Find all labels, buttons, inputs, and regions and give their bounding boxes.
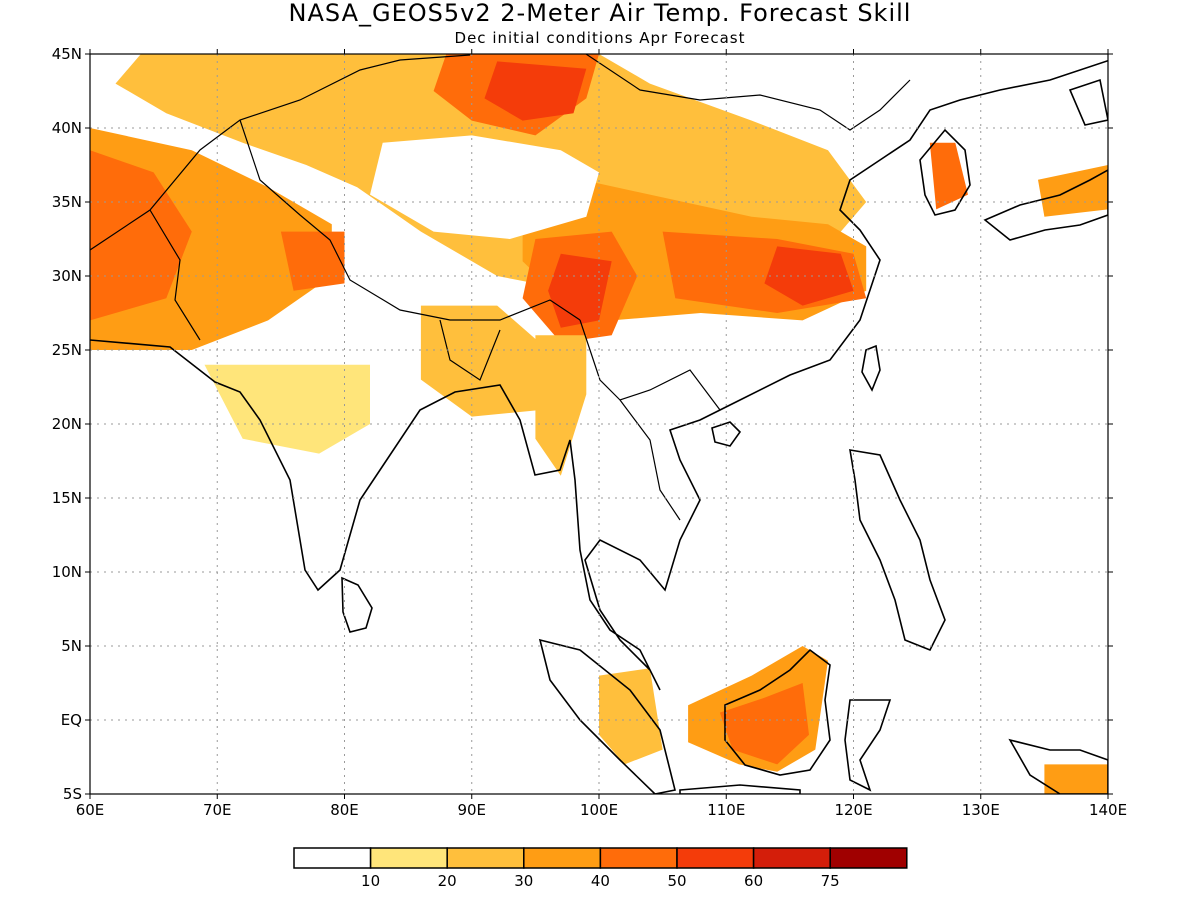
legend-swatch-5 (676, 847, 755, 869)
asia-mainland-coastline (90, 59, 1108, 691)
borneo-outline (724, 648, 831, 776)
sumatra-outline (538, 638, 676, 794)
skill-region-india-sparse (204, 364, 370, 454)
map-title: NASA_GEOS5v2 2-Meter Air Temp. Forecast … (288, 0, 912, 27)
lat-tick-label: 5N (61, 637, 82, 655)
lon-tick-label: 90E (457, 801, 486, 819)
lon-tick-label: 70E (203, 801, 232, 819)
legend-label: 10 (361, 872, 380, 890)
legend-label: 60 (744, 872, 763, 890)
lon-tick-label: 80E (330, 801, 359, 819)
country-borders (90, 54, 911, 521)
sulawesi-outline (844, 699, 892, 792)
java-outline (679, 784, 801, 794)
lat-lon-gridlines (90, 54, 1108, 794)
legend-label: 30 (514, 872, 533, 890)
lat-tick-label: 45N (52, 45, 82, 63)
lon-tick-label: 130E (962, 801, 1000, 819)
map-subtitle: Dec initial conditions Apr Forecast (454, 29, 746, 47)
korea-outline (919, 128, 971, 216)
lat-tick-label: 20N (52, 415, 82, 433)
lat-tick-label: 10N (52, 563, 82, 581)
taiwan-outline (861, 344, 881, 392)
skill-shading (90, 54, 1108, 794)
new-guinea-outline (1008, 738, 1108, 794)
sri-lanka-outline (341, 576, 373, 633)
axis-ticks: 60E 70E 80E 90E 100E 110E 120E 130E 140E 45N 40N 35… (52, 45, 1127, 819)
skill-region-mongolia-hot (484, 61, 587, 121)
skill-region-borneo-hot (719, 683, 809, 765)
japan-outline (983, 169, 1108, 241)
lat-tick-label: EQ (61, 711, 82, 729)
hokkaido-outline (1068, 78, 1108, 126)
skill-region-png-patch (1044, 764, 1108, 794)
lat-tick-label: 30N (52, 267, 82, 285)
legend-label: 20 (438, 872, 457, 890)
skill-region-myanmar-strip (535, 335, 587, 476)
skill-region-tibet-blank (370, 135, 599, 239)
legend-swatch-3 (523, 847, 602, 869)
lat-tick-label: 25N (52, 341, 82, 359)
lon-tick-label: 100E (580, 801, 618, 819)
hainan-outline (711, 421, 742, 447)
skill-region-japan-patch (1038, 165, 1108, 217)
coastline-outlines (90, 54, 1108, 794)
lon-tick-label: 120E (834, 801, 872, 819)
lon-tick-label: 110E (707, 801, 745, 819)
legend-swatch-0 (293, 847, 372, 869)
legend-label: 75 (821, 872, 840, 890)
skill-region-bangladesh-region (420, 305, 549, 417)
lat-tick-label: 40N (52, 119, 82, 137)
lat-tick-label: 5S (63, 785, 82, 803)
skill-region-east-china-hot (764, 246, 854, 306)
lon-tick-label: 140E (1089, 801, 1127, 819)
lon-tick-label: 60E (76, 801, 105, 819)
color-legend: 10 20 30 40 50 60 75 (293, 847, 908, 890)
legend-swatch-7 (829, 847, 908, 869)
skill-region-korea-patch (929, 142, 968, 210)
philippines-outline (849, 449, 946, 652)
legend-swatch-6 (752, 847, 831, 869)
lat-tick-label: 35N (52, 193, 82, 211)
lat-tick-label: 15N (52, 489, 82, 507)
legend-swatch-2 (446, 847, 525, 869)
legend-swatch-1 (369, 847, 448, 869)
legend-label: 50 (667, 872, 686, 890)
skill-region-iran-afghan-core (90, 150, 192, 321)
skill-region-sumatra-patch (599, 668, 663, 765)
legend-swatch-4 (599, 847, 678, 869)
legend-label: 40 (591, 872, 610, 890)
